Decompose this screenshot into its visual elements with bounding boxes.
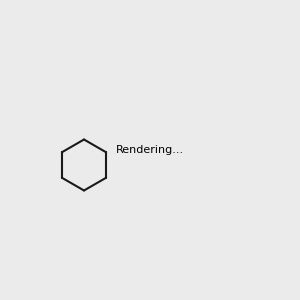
Text: Rendering...: Rendering... — [116, 145, 184, 155]
